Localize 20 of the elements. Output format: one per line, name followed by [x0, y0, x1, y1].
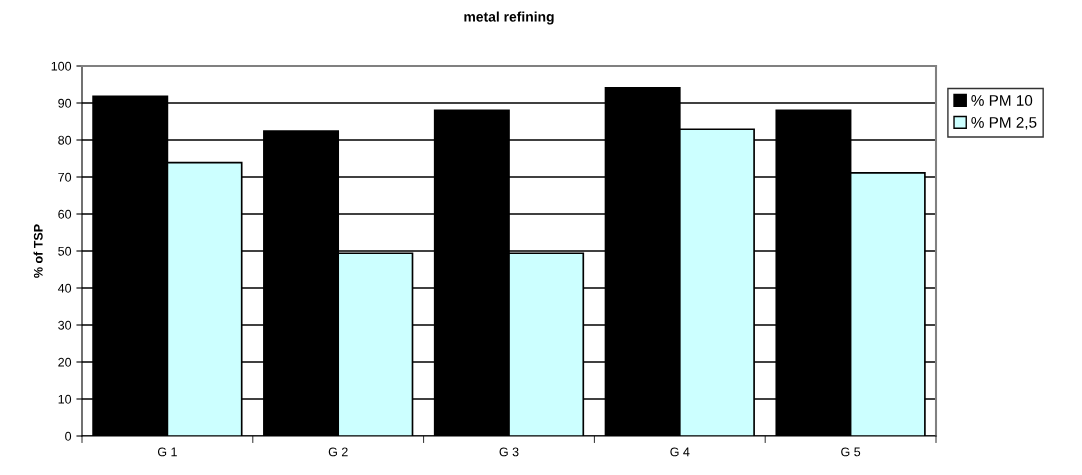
y-tick-label: 30 [58, 320, 72, 330]
x-tick-label: G 1 [157, 447, 177, 457]
y-tick-label: 100 [51, 61, 72, 71]
y-axis-title: % of TSP [33, 224, 43, 278]
y-tick-label: 70 [58, 172, 72, 182]
x-tick-label: G 2 [328, 447, 348, 457]
x-tick-label: G 3 [499, 447, 519, 457]
legend-label: % PM 2,5 [971, 117, 1037, 130]
legend-label: % PM 10 [971, 95, 1033, 106]
x-tick-label: G 5 [841, 447, 861, 457]
y-tick-label: 50 [58, 246, 72, 256]
y-tick-label: 0 [65, 431, 72, 441]
x-tick-label: G 4 [670, 447, 690, 457]
y-tick-label: 40 [57, 283, 72, 293]
y-tick-label: 10 [58, 394, 72, 404]
y-tick-label: 20 [58, 357, 72, 367]
chart-title: metal refining [464, 11, 554, 25]
y-tick-label: 80 [58, 135, 72, 145]
y-tick-label: 90 [58, 98, 72, 108]
y-tick-label: 60 [58, 209, 72, 219]
